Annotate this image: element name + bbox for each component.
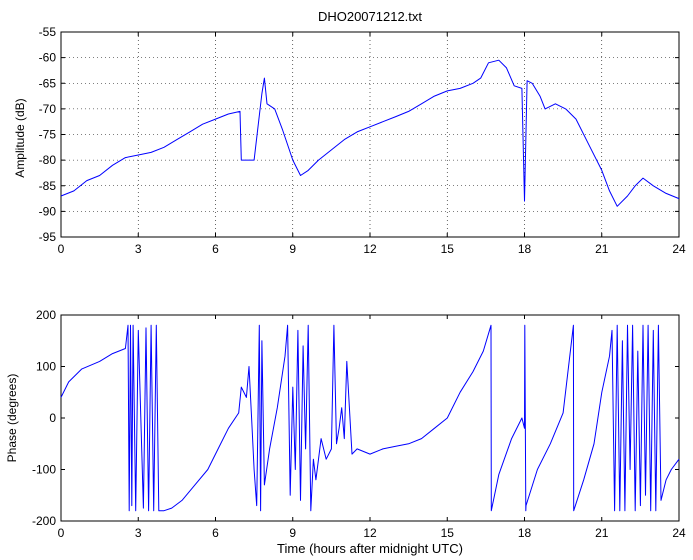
amplitude-x-tick-label: 9 <box>289 242 296 256</box>
phase-y-tick-label: -200 <box>32 514 56 528</box>
amplitude-x-tick-label: 12 <box>363 242 377 256</box>
chart-title: DHO20071212.txt <box>318 9 422 24</box>
amplitude-y-tick-label: -85 <box>39 179 57 193</box>
amplitude-y-tick-label: -70 <box>39 102 57 116</box>
phase-x-tick-label: 21 <box>595 526 609 540</box>
phase-x-tick-label: 0 <box>58 526 65 540</box>
amplitude-x-tick-label: 21 <box>595 242 609 256</box>
amplitude-y-tick-label: -80 <box>39 153 57 167</box>
phase-x-tick-label: 12 <box>363 526 377 540</box>
amplitude-y-tick-label: -60 <box>39 51 57 65</box>
phase-x-tick-label: 6 <box>212 526 219 540</box>
phase-x-tick-label: 15 <box>441 526 455 540</box>
amplitude-series-line <box>60 59 680 207</box>
phase-x-tick-label: 3 <box>135 526 142 540</box>
phase-y-tick-label: 200 <box>36 308 56 322</box>
amplitude-x-tick-label: 18 <box>518 242 532 256</box>
amplitude-x-tick-label: 15 <box>441 242 455 256</box>
amplitude-y-tick-label: -95 <box>39 230 57 244</box>
amplitude-y-tick-label: -90 <box>39 204 57 218</box>
phase-x-tick-label: 9 <box>289 526 296 540</box>
phase-y-tick-label: 100 <box>36 360 56 374</box>
phase-x-tick-label: 24 <box>672 526 686 540</box>
amplitude-x-tick-label: 24 <box>672 242 686 256</box>
amplitude-x-tick-label: 3 <box>135 242 142 256</box>
phase-x-axis-label: Time (hours after midnight UTC) <box>277 541 463 556</box>
phase-x-tick-label: 18 <box>518 526 532 540</box>
phase-y-axis-label: Phase (degrees) <box>5 374 19 463</box>
amplitude-chart: Amplitude (dB) 0 3 6 9 12 15 18 21 24 -95 -90 -85 -8… <box>13 25 686 256</box>
amplitude-x-tick-label: 0 <box>58 242 65 256</box>
amplitude-y-axis-label: Amplitude (dB) <box>13 98 27 177</box>
phase-chart: Phase (degrees) Time (hours after midnig… <box>5 308 686 556</box>
phase-y-tick-label: 0 <box>49 411 56 425</box>
amplitude-x-tick-label: 6 <box>212 242 219 256</box>
amplitude-y-tick-label: -65 <box>39 76 57 90</box>
phase-series-line <box>60 324 680 512</box>
phase-y-tick-label: -100 <box>32 463 56 477</box>
amplitude-y-tick-label: -55 <box>39 25 57 39</box>
amplitude-y-tick-label: -75 <box>39 128 57 142</box>
